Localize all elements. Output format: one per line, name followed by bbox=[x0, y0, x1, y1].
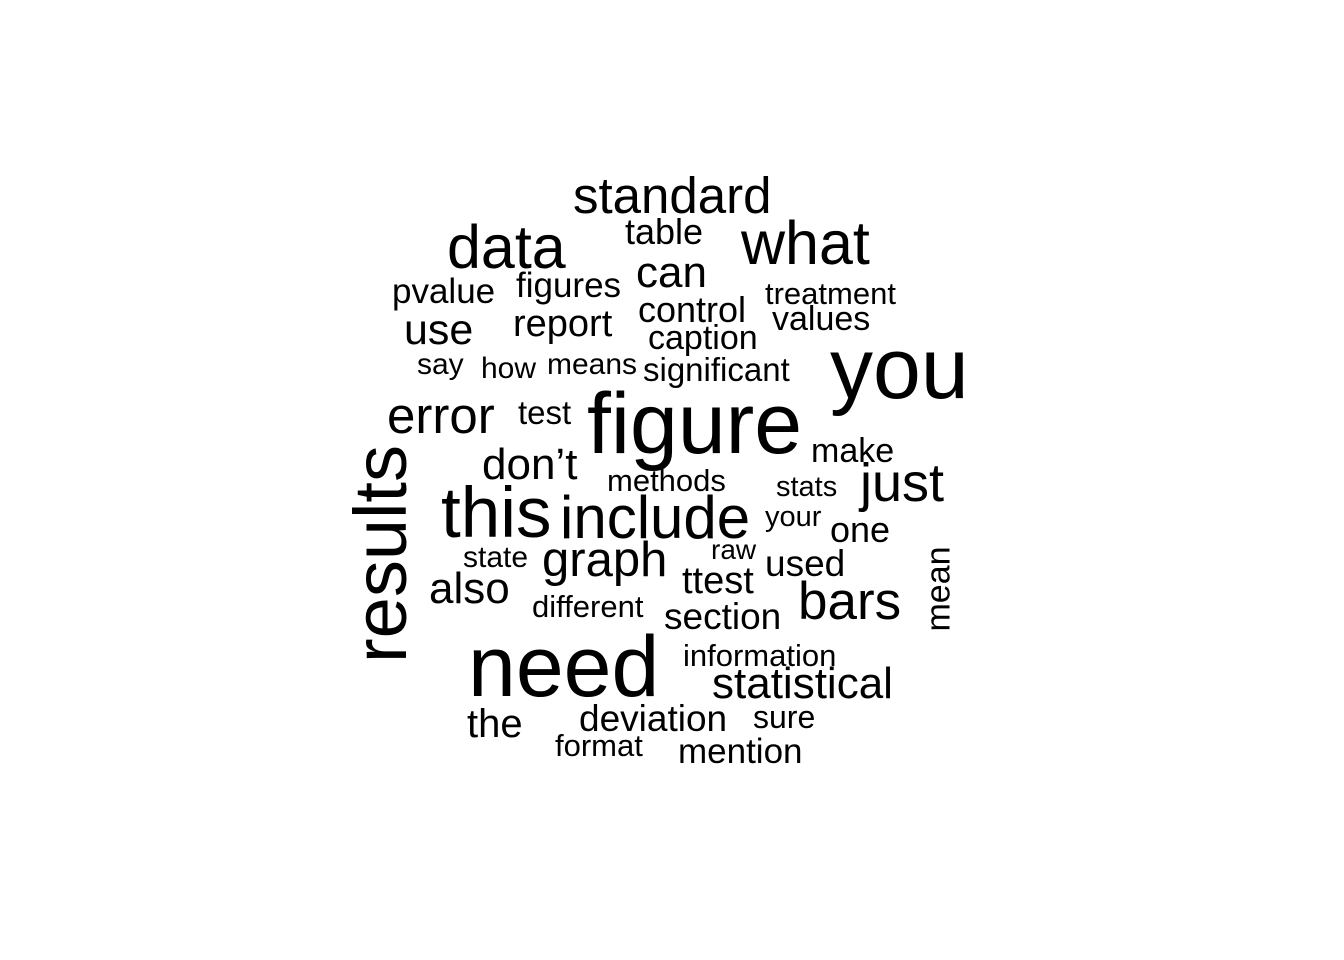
word-what: what bbox=[741, 209, 870, 277]
word-include: include bbox=[560, 484, 751, 551]
word-report: report bbox=[513, 303, 613, 345]
word-the: the bbox=[467, 702, 523, 746]
word-sure: sure bbox=[753, 699, 816, 735]
word-just: just bbox=[860, 453, 945, 513]
word-make: make bbox=[811, 432, 895, 470]
word-different: different bbox=[532, 589, 644, 624]
word-mention: mention bbox=[678, 732, 803, 771]
word-use: use bbox=[404, 306, 474, 354]
word-one: one bbox=[830, 509, 891, 550]
word-format: format bbox=[555, 728, 643, 763]
word-deviation: deviation bbox=[579, 698, 728, 739]
word-raw: raw bbox=[711, 534, 757, 565]
word-statistical: statistical bbox=[712, 659, 893, 708]
word-used: used bbox=[765, 543, 846, 584]
word-can: can bbox=[636, 248, 707, 297]
word-methods: methods bbox=[607, 463, 726, 498]
word-dont: don’t bbox=[482, 440, 578, 489]
word-results: results bbox=[338, 445, 422, 663]
word-this: this bbox=[441, 474, 552, 553]
word-state: state bbox=[463, 541, 529, 574]
word-table: table bbox=[625, 211, 704, 252]
word-stats: stats bbox=[776, 471, 838, 503]
word-ttest: ttest bbox=[682, 560, 754, 602]
word-significant: significant bbox=[643, 351, 790, 388]
word-graph: graph bbox=[542, 533, 668, 587]
word-standard: standard bbox=[573, 167, 772, 224]
word-section: section bbox=[664, 596, 782, 637]
word-your: your bbox=[765, 501, 822, 533]
word-data: data bbox=[447, 213, 566, 281]
word-caption: caption bbox=[648, 319, 758, 357]
word-how: how bbox=[481, 352, 537, 385]
word-mean: mean bbox=[919, 546, 958, 632]
word-say: say bbox=[417, 348, 464, 381]
word-information: information bbox=[683, 638, 837, 673]
word-error: error bbox=[387, 387, 495, 444]
word-pvalue: pvalue bbox=[392, 272, 496, 311]
word-means: means bbox=[547, 348, 638, 381]
word-treatment: treatment bbox=[765, 276, 896, 311]
word-control: control bbox=[638, 289, 747, 330]
word-test: test bbox=[518, 394, 572, 431]
word-need: need bbox=[468, 619, 660, 715]
word-figure: figure bbox=[587, 376, 803, 472]
word-you: you bbox=[830, 321, 969, 417]
word-also: also bbox=[429, 564, 510, 613]
word-figures: figures bbox=[516, 266, 622, 305]
word-bars: bars bbox=[798, 572, 902, 631]
word-values: values bbox=[772, 300, 871, 338]
